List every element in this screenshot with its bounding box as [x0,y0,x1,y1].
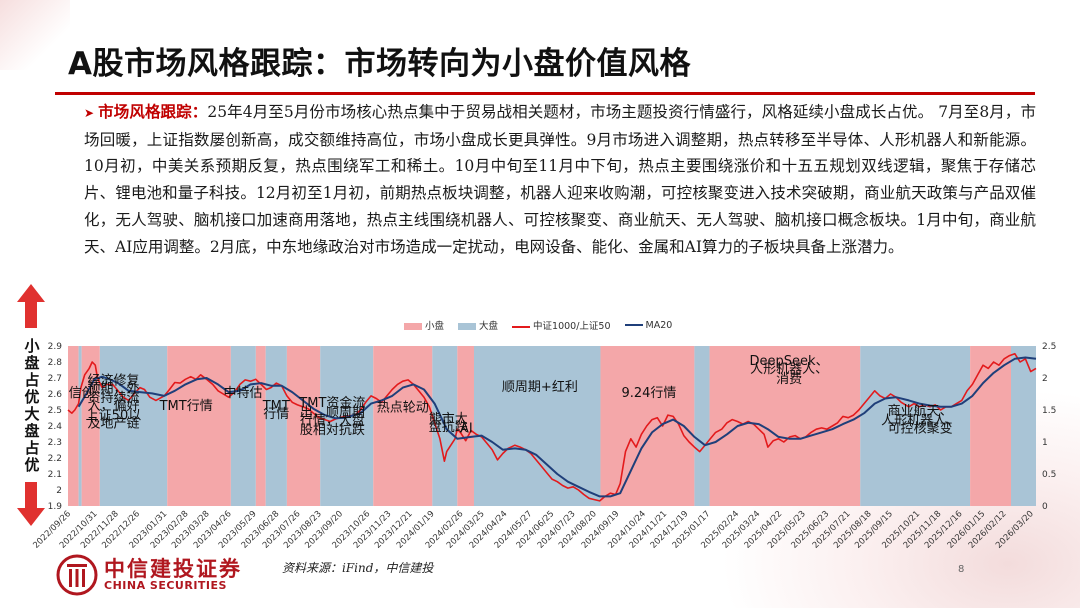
arrow-down-icon [17,482,45,526]
body-text: 25年4月至5月份市场核心热点集中于贸易战相关题材，市场主题投资行情盛行，风格延… [84,103,1036,256]
chart-annotation: 上证50以 [86,409,142,424]
company-logo-icon [56,554,98,596]
chart-annotation: 消费 [776,372,802,387]
right-axis-tick: 2 [1042,374,1048,384]
regime-band-large [230,346,256,506]
corner-decoration [0,0,70,70]
chart-annotation: 资持续流 [87,391,139,406]
ma20-line [77,356,1037,498]
left-axis-tick: 2.7 [48,374,62,384]
right-axis-tick: 1.5 [1042,406,1056,416]
chart-annotation: 信创 [69,386,95,401]
chart-annotation: 可控核聚变 [888,420,953,436]
regime-band-small [970,346,1012,506]
side-label: 小盘占优 大盘占优 [24,337,40,474]
right-axis-tick: 2.5 [1042,342,1056,352]
arrow-up-icon [17,284,45,328]
regime-band-small [167,346,231,506]
side-arrows [17,284,45,526]
regime-band-large [265,346,287,506]
chart-annotation: 预期，外 [87,381,139,396]
left-axis-tick: 2.8 [48,358,63,368]
left-axis-tick: 2.6 [48,390,63,400]
chart-annotation: 股相对抗跌 [300,422,365,438]
left-axis-tick: 2.1 [48,470,62,480]
chart-annotation: 出，顺周期 [300,405,365,420]
left-axis-tick: 2.4 [48,422,63,432]
regime-band-small [68,346,79,506]
chart-legend: 小盘 大盘 中证1000/上证50 MA20 [404,318,672,332]
bullet-icon: ➤ [84,106,95,120]
regime-band-large [78,346,82,506]
left-axis-tick: 2.2 [48,454,62,464]
regime-band-small [286,346,321,506]
right-axis-tick: 0 [1042,502,1048,512]
chart-annotation: 行情 [263,407,289,422]
chart-annotation: 热点轮动 [377,401,429,416]
chart-annotation: 熊市大 [429,411,468,427]
chart-annotation: DeepSeek、 [750,354,829,369]
regime-band-large [99,346,168,506]
regime-band-small [255,346,266,506]
chart-annotation: 行情，大盘 [300,412,365,428]
left-axis-tick: 2.3 [48,438,62,448]
logo-text-cn: 中信建投证券 [104,557,242,581]
source-note: 资料来源：iFind，中信建投 [282,561,434,575]
left-axis-tick: 2 [56,486,62,496]
style-chart: 1.9 2 2.1 2.2 2.3 2.4 2.5 2.6 2.7 2.8 2.9 0 0.5 1 1.5 2… [31,342,1056,551]
right-axis-tick: 0.5 [1042,470,1056,480]
regime-band-large [860,346,971,506]
legend-item-ma20: MA20 [624,320,672,331]
chart-annotation: TMT资金流 [298,395,365,411]
chart-annotation: 及地产链 [87,417,139,432]
chart-annotation: AI [460,421,473,436]
chart-annotation: 人形机器人、 [881,413,959,428]
regime-band-small [709,346,861,506]
regime-band-small [81,346,100,506]
chart-annotation: 中特估 [223,386,262,401]
chart-annotation: 顺周期+红利 [502,379,578,395]
regime-band-large [694,346,710,506]
chart-annotation: 商业航天、 [888,403,953,419]
chart-annotation: TMT行情 [159,399,213,414]
regime-band-large [473,346,601,506]
regime-band-small [373,346,433,506]
side-indicator: 小盘占优 大盘占优 [14,282,48,532]
page-number: 8 [958,564,965,575]
title-divider [55,92,1035,95]
logo-text-en: CHINA SECURITIES [104,579,227,592]
regime-band-large [320,346,374,506]
legend-item-small: 小盘 [404,318,444,332]
legend-item-large: 大盘 [458,318,498,332]
chart-annotation: TMT [262,399,290,414]
left-axis-tick: 1.9 [48,502,63,512]
page-title: A股市场风格跟踪：市场转向为小盘价值风格 [68,46,691,82]
chart-annotation: 盘抗跌 [429,419,468,435]
chart-annotation: 9.24行情 [621,386,676,401]
body-paragraph: ➤ 市场风格跟踪：25年4月至5月份市场核心热点集中于贸易战相关题材，市场主题投资… [84,99,1036,260]
left-axis-tick: 2.9 [48,342,63,352]
legend-item-ratio: 中证1000/上证50 [512,318,611,332]
body-lead: 市场风格跟踪： [98,102,208,121]
regime-band-large [1011,346,1036,506]
ratio-line [67,352,1037,502]
regime-band-small [457,346,474,506]
left-axis-tick: 2.5 [48,406,62,416]
chart-annotation: 人形机器人、 [750,362,828,377]
chart-annotation: 入，偏好 [87,399,139,414]
chart-annotation: 经济修复 [87,373,139,388]
right-axis-tick: 1 [1042,438,1048,448]
